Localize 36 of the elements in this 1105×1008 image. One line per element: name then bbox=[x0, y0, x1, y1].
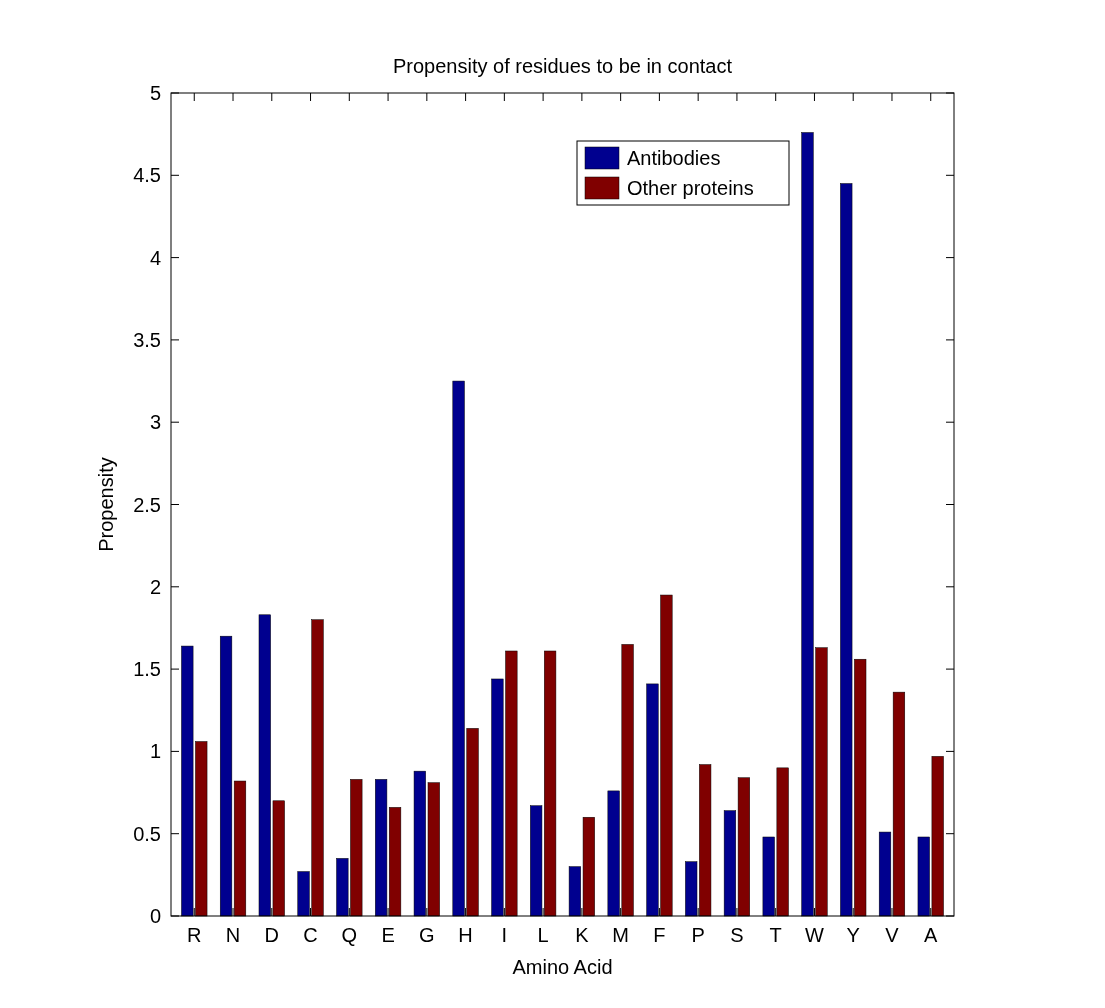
x-tick-label: F bbox=[653, 924, 666, 946]
y-tick-label: 0 bbox=[149, 905, 161, 927]
y-tick-label: 1 bbox=[149, 740, 161, 763]
y-tick-label: 3.5 bbox=[133, 328, 161, 351]
x-tick-label: W bbox=[805, 924, 825, 946]
x-tick-label: R bbox=[187, 924, 202, 946]
x-tick-label: M bbox=[612, 924, 629, 946]
x-tick-label: T bbox=[769, 924, 782, 946]
x-tick-label: I bbox=[501, 924, 508, 946]
x-tick-label: D bbox=[264, 924, 280, 946]
y-tick-label: 0.5 bbox=[133, 822, 161, 845]
y-tick-label: 2 bbox=[149, 575, 161, 598]
x-tick-label: K bbox=[575, 924, 590, 946]
y-tick-label: 3 bbox=[149, 411, 161, 434]
x-tick-label: Y bbox=[846, 924, 860, 946]
y-tick-label: 5 bbox=[149, 82, 161, 104]
legend-label: Other proteins bbox=[627, 177, 754, 199]
x-tick-label: G bbox=[419, 924, 435, 946]
x-tick-label: L bbox=[537, 924, 549, 946]
y-tick-label: 1.5 bbox=[133, 658, 161, 681]
y-tick-label: 4 bbox=[149, 246, 161, 269]
legend-label: Antibodies bbox=[627, 147, 721, 169]
x-tick-label: E bbox=[381, 924, 395, 946]
chart-title: Propensity of residues to be in contact bbox=[392, 55, 733, 77]
x-tick-label: Q bbox=[341, 924, 358, 946]
y-tick-label: 2.5 bbox=[133, 493, 161, 516]
x-tick-label: C bbox=[303, 924, 318, 946]
y-axis-title: Propensity bbox=[95, 457, 117, 552]
y-tick-label: 4.5 bbox=[133, 164, 161, 187]
x-tick-label: P bbox=[691, 924, 705, 946]
x-tick-label: A bbox=[924, 924, 939, 946]
x-axis-title: Amino Acid bbox=[512, 956, 613, 978]
x-tick-label: V bbox=[885, 924, 900, 946]
x-tick-label: S bbox=[730, 924, 744, 946]
x-tick-label: N bbox=[225, 924, 241, 946]
x-tick-label: H bbox=[458, 924, 473, 946]
